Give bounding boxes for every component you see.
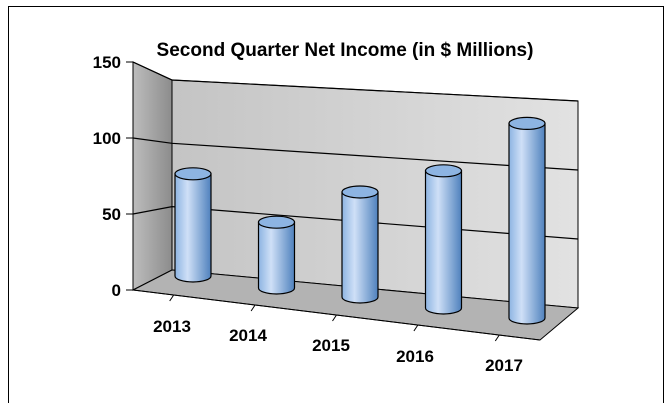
x-tick-label: 2014	[229, 326, 267, 345]
bar-top	[174, 167, 212, 181]
bar-body	[508, 122, 546, 325]
bar-top	[341, 185, 379, 199]
bars	[174, 116, 546, 325]
y-tick-label: 0	[112, 281, 121, 300]
y-tick-label: 100	[93, 129, 121, 148]
x-tick	[332, 314, 337, 322]
bar-body	[257, 221, 296, 295]
bar-2013	[174, 167, 212, 283]
x-tick	[494, 334, 500, 342]
y-tick-label: 50	[102, 205, 121, 224]
bar-top	[257, 215, 296, 229]
bar-2014	[257, 215, 296, 295]
bar-2017	[508, 116, 546, 325]
x-tick-label: 2017	[485, 356, 523, 375]
x-tick-label: 2016	[396, 347, 434, 366]
x-tick	[250, 304, 256, 312]
bar-top	[508, 116, 546, 131]
bar-2015	[341, 185, 379, 304]
bar-body	[174, 173, 212, 283]
x-axis: 2013 2014 2015 2016 2017	[132, 289, 541, 375]
bar-body	[341, 191, 379, 304]
x-tick-label: 2013	[153, 317, 191, 336]
gridline	[132, 61, 579, 102]
bar-top	[424, 164, 463, 178]
x-tick	[169, 294, 175, 302]
bar-body	[424, 170, 463, 315]
bar-2016	[424, 164, 463, 315]
x-tick-label: 2015	[312, 336, 350, 355]
x-tick	[413, 324, 419, 332]
side-wall	[132, 61, 173, 291]
y-tick-label: 150	[93, 53, 121, 72]
chart-title: Second Quarter Net Income (in $ Millions…	[157, 40, 534, 61]
gridline	[132, 137, 579, 171]
y-axis: 0 50 100 150	[93, 53, 134, 300]
